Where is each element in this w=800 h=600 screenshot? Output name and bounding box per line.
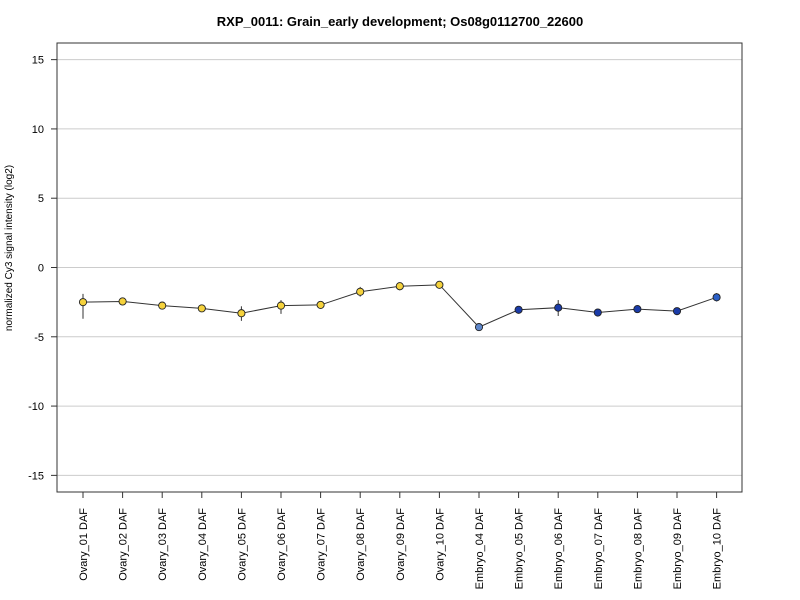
x-tick-label: Ovary_10 DAF xyxy=(434,508,446,581)
data-point xyxy=(197,304,206,313)
y-tick-label: -15 xyxy=(28,470,44,482)
x-tick-label: Embryo_09 DAF xyxy=(672,508,684,590)
y-tick-label: 15 xyxy=(32,55,44,67)
y-tick-label: 0 xyxy=(38,263,44,275)
x-tick-label: Ovary_02 DAF xyxy=(118,508,130,581)
x-tick-label: Ovary_05 DAF xyxy=(236,508,248,581)
data-point xyxy=(276,301,286,310)
data-point xyxy=(158,301,167,310)
x-tick-label: Ovary_09 DAF xyxy=(395,508,407,581)
data-point xyxy=(435,280,444,289)
data-point xyxy=(356,287,365,296)
x-tick-label: Embryo_06 DAF xyxy=(553,508,565,590)
data-point xyxy=(237,309,246,318)
data-point xyxy=(633,305,642,314)
data-point xyxy=(78,298,88,307)
data-point xyxy=(118,297,127,306)
y-axis-label: normalized Cy3 signal intensity (log2) xyxy=(4,165,15,331)
data-point xyxy=(672,307,682,316)
data-point xyxy=(395,282,404,291)
x-tick-label: Ovary_08 DAF xyxy=(355,508,367,581)
data-point xyxy=(316,300,325,309)
data-point xyxy=(593,308,602,317)
y-tick-label: 10 xyxy=(32,124,44,136)
data-point xyxy=(474,323,484,332)
y-tick-label: -5 xyxy=(34,332,44,344)
x-tick-label: Embryo_05 DAF xyxy=(514,508,526,590)
x-tick-label: Ovary_06 DAF xyxy=(276,508,288,581)
x-tick-label: Ovary_01 DAF xyxy=(78,508,90,581)
chart-title: RXP_0011: Grain_early development; Os08g… xyxy=(217,14,583,29)
x-tick-label: Embryo_07 DAF xyxy=(593,508,605,590)
x-tick-label: Ovary_07 DAF xyxy=(316,508,328,581)
data-point xyxy=(514,305,523,314)
x-tick-label: Ovary_03 DAF xyxy=(157,508,169,581)
data-point xyxy=(554,303,563,312)
x-tick-label: Embryo_10 DAF xyxy=(712,508,724,590)
y-tick-label: 5 xyxy=(38,193,44,205)
x-tick-label: Embryo_04 DAF xyxy=(474,508,486,590)
data-point xyxy=(712,293,721,302)
y-tick-label: -10 xyxy=(28,401,44,413)
x-tick-label: Embryo_08 DAF xyxy=(632,508,644,590)
series-line xyxy=(82,284,717,328)
x-tick-label: Ovary_04 DAF xyxy=(197,508,209,581)
